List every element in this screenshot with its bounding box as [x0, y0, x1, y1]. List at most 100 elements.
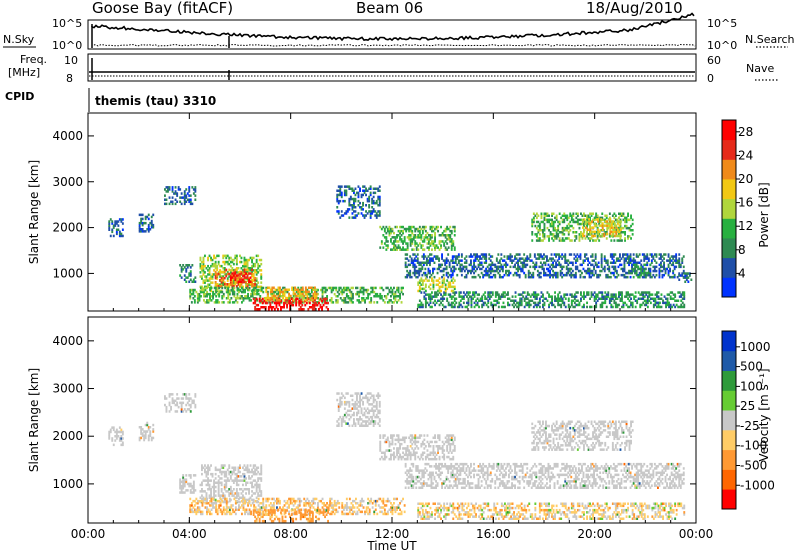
data-cell [557, 235, 560, 238]
data-cell [612, 271, 615, 275]
data-cell [306, 294, 309, 298]
data-cell [629, 259, 632, 262]
data-cell [646, 271, 649, 275]
data-cell [248, 508, 251, 511]
data-cell [640, 263, 643, 267]
data-cell [570, 214, 573, 217]
data-cell [683, 297, 686, 300]
data-cell [584, 255, 586, 258]
data-cell [223, 479, 226, 482]
data-cell [647, 259, 650, 262]
data-cell [232, 488, 235, 491]
data-cell [138, 438, 141, 442]
data-cell [551, 299, 553, 302]
data-cell [683, 291, 686, 294]
data-cell [677, 305, 680, 309]
data-cell [674, 305, 677, 309]
data-cell [435, 225, 438, 229]
data-cell [642, 297, 645, 300]
data-cell [292, 512, 295, 516]
data-cell [183, 202, 186, 206]
data-cell [193, 299, 196, 302]
data-cell [192, 482, 195, 486]
data-cell [365, 214, 367, 217]
data-cell [593, 291, 596, 294]
data-cell [532, 295, 535, 298]
data-cell [347, 297, 350, 300]
data-cell [586, 305, 588, 309]
data-cell [225, 506, 228, 509]
data-cell [120, 443, 123, 447]
data-cell [201, 499, 204, 503]
data-cell [660, 269, 662, 273]
data-cell [547, 263, 550, 267]
data-cell [121, 228, 124, 231]
data-cell [179, 480, 182, 484]
data-cell [377, 204, 380, 207]
data-cell [189, 405, 192, 409]
data-cell [180, 480, 183, 484]
data-cell [502, 293, 505, 296]
data-cell [645, 291, 648, 294]
data-cell [675, 257, 678, 260]
data-cell [208, 466, 211, 469]
data-cell [228, 262, 231, 266]
data-cell [330, 286, 333, 290]
data-cell [243, 268, 246, 272]
data-cell [540, 214, 543, 217]
data-cell [231, 504, 234, 507]
data-cell [438, 289, 441, 293]
data-cell [623, 267, 626, 271]
data-cell [185, 264, 188, 267]
data-cell [201, 269, 203, 272]
data-cell [681, 293, 684, 296]
data-cell [189, 506, 192, 509]
data-cell [275, 306, 278, 309]
data-cell [361, 286, 363, 290]
data-cell [286, 301, 289, 304]
data-cell [640, 273, 643, 277]
data-cell [222, 254, 225, 258]
data-cell [608, 267, 611, 271]
data-cell [180, 405, 183, 409]
data-cell [258, 264, 261, 268]
data-cell [192, 297, 195, 300]
data-cell [455, 291, 458, 294]
data-cell [542, 295, 544, 298]
data-cell [420, 287, 423, 291]
data-cell [260, 269, 263, 272]
data-cell [592, 234, 595, 238]
data-cell [346, 208, 349, 211]
data-cell [626, 255, 629, 258]
data-cell [603, 257, 606, 260]
data-cell [638, 271, 641, 275]
data-cell [543, 224, 546, 228]
data-cell [490, 301, 493, 305]
data-cell [500, 295, 503, 298]
data-cell [336, 189, 339, 192]
data-cell [557, 229, 560, 232]
data-cell [257, 479, 260, 482]
data-cell [443, 244, 446, 247]
data-cell [220, 285, 223, 288]
data-cell [598, 216, 601, 220]
data-cell [444, 267, 447, 271]
data-cell [555, 229, 558, 232]
data-cell [239, 288, 242, 292]
freq-tick-bottom: 8 [66, 72, 73, 85]
data-cell [283, 306, 285, 309]
data-cell [202, 264, 205, 268]
data-cell [621, 212, 623, 215]
data-cell [202, 260, 205, 264]
data-cell [675, 255, 678, 258]
data-cell [228, 492, 231, 495]
data-cell [637, 265, 640, 269]
data-cell [292, 499, 295, 503]
data-cell [248, 276, 250, 280]
data-cell [269, 506, 272, 509]
data-cell [288, 510, 290, 514]
data-cell [260, 466, 263, 469]
data-cell [193, 499, 196, 503]
data-cell [365, 204, 367, 207]
data-cell [152, 430, 155, 433]
